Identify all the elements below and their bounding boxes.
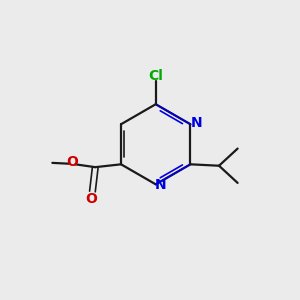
Text: N: N <box>191 116 203 130</box>
Text: O: O <box>85 192 97 206</box>
Text: Cl: Cl <box>148 70 163 83</box>
Text: O: O <box>67 155 78 169</box>
Text: N: N <box>155 178 167 193</box>
